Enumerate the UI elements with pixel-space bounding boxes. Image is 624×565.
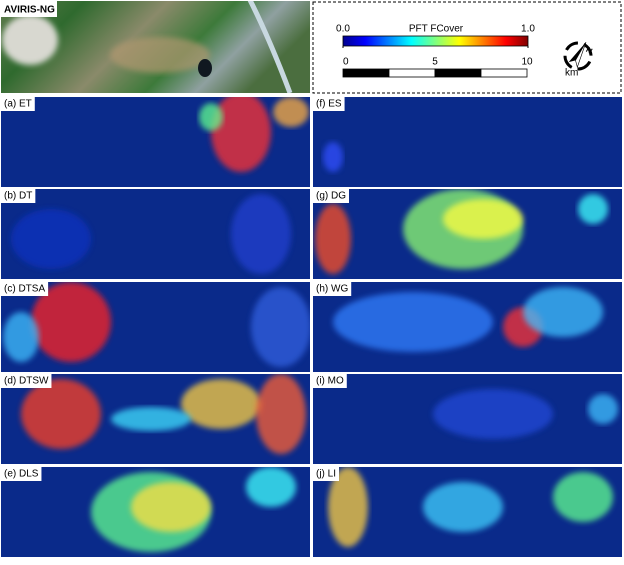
- pft-map-panel: (d) DTSW: [1, 374, 310, 464]
- colorbar-tick-label: 1.0: [521, 24, 535, 35]
- panel-image: [313, 97, 622, 187]
- cover-patch: [231, 194, 291, 274]
- scalebar-tick-label: 0: [343, 57, 349, 68]
- rgb-image: [1, 1, 310, 93]
- panel-image: [313, 374, 622, 464]
- title-box: [1, 1, 57, 17]
- cover-patch: [256, 374, 306, 454]
- panel-image: [313, 189, 622, 279]
- cover-patch: [328, 467, 368, 547]
- pft-map-panel: (c) DTSA: [1, 282, 310, 372]
- cover-patch: [553, 472, 613, 522]
- panel-label: (d) DTSW: [4, 376, 49, 387]
- panel-label: (f) ES: [316, 99, 342, 110]
- cover-patch: [423, 482, 503, 532]
- pft-map-panel: (b) DT: [1, 189, 310, 279]
- pft-map-panel: (h) WG: [313, 282, 622, 372]
- cover-patch: [315, 204, 351, 274]
- scalebar-segment: [434, 68, 482, 78]
- cover-patch: [323, 142, 343, 172]
- panel-image: [1, 97, 310, 187]
- cover-patch: [251, 287, 310, 367]
- panel-label-box: [313, 467, 339, 481]
- panel-image: [1, 374, 310, 464]
- panel-label: (b) DT: [4, 191, 32, 202]
- panel-label: (g) DG: [316, 191, 346, 202]
- pft-map-panel: (e) DLS: [1, 467, 310, 557]
- pft-map-panel: (a) ET: [1, 97, 310, 187]
- panel-label: (c) DTSA: [4, 284, 45, 295]
- pft-map-panel: (j) LI: [313, 467, 622, 557]
- panel-label-box: [1, 374, 52, 388]
- colorbar-title: PFT FCover: [409, 24, 464, 35]
- legend-box: PFT FCover km N: [312, 1, 622, 94]
- scalebar-tick-label: 5: [432, 57, 438, 68]
- scalebar-unit: km: [565, 68, 578, 79]
- cover-patch: [181, 379, 261, 429]
- cover-patch: [3, 312, 39, 362]
- panel-background: [313, 97, 622, 187]
- panel-label: (j) LI: [316, 469, 336, 480]
- pft-map-panel: (f) ES: [313, 97, 622, 187]
- cover-patch: [11, 209, 91, 269]
- cover-patch: [111, 407, 191, 431]
- panel-label: (a) ET: [4, 99, 32, 110]
- panel-image: [1, 189, 310, 279]
- cover-patch: [246, 467, 296, 507]
- panel-label-box: [1, 467, 42, 481]
- svg-text:N: N: [584, 45, 594, 56]
- cover-patch: [21, 379, 101, 449]
- cover-patch: [199, 103, 223, 131]
- panel-label-box: [1, 189, 36, 203]
- cover-patch: [31, 282, 111, 362]
- colorbar-tick-label: 0.0: [336, 24, 350, 35]
- panel-label-box: [313, 97, 345, 111]
- scalebar-tick-label: 10: [521, 57, 533, 68]
- panel-label-box: [1, 97, 35, 111]
- north-arrow: N: [563, 41, 594, 71]
- image-title: AVIRIS-NG: [4, 5, 55, 16]
- scalebar-segment: [342, 68, 390, 78]
- cover-patch: [588, 394, 618, 424]
- cover-patch: [273, 97, 309, 127]
- panel-label-box: [1, 282, 49, 296]
- panel-label: (h) WG: [316, 284, 348, 295]
- cover-patch: [131, 482, 211, 532]
- panel-label-box: [313, 374, 347, 388]
- panel-label-box: [313, 189, 349, 203]
- cover-patch: [211, 97, 271, 172]
- panel-label: (e) DLS: [4, 469, 39, 480]
- cover-patch: [523, 287, 603, 337]
- cover-patch: [578, 194, 608, 224]
- scalebar-segment: [480, 68, 528, 78]
- panel-label-box: [313, 282, 352, 296]
- cover-patch: [333, 292, 493, 352]
- panel-image: [313, 282, 622, 372]
- cover-patch: [443, 199, 523, 239]
- scalebar-segment: [388, 68, 436, 78]
- pft-map-panel: (i) MO: [313, 374, 622, 464]
- panel-image: [313, 467, 622, 557]
- panel-image: [1, 467, 310, 557]
- panel-label: (i) MO: [316, 376, 344, 387]
- cover-patch: [433, 389, 553, 439]
- pft-map-panel: (g) DG: [313, 189, 622, 279]
- panel-image: [1, 282, 310, 372]
- colorbar: [342, 35, 529, 47]
